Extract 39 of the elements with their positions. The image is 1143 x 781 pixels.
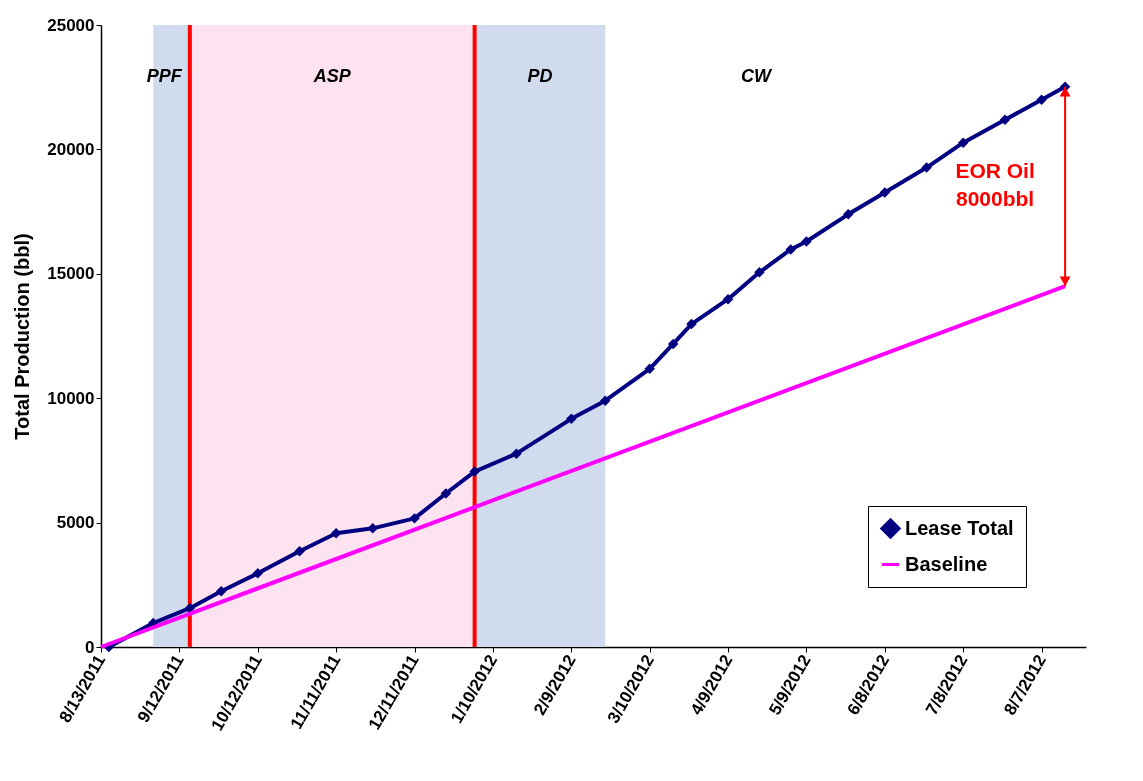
band-label: ASP xyxy=(312,66,352,86)
annotation: EOR Oil 8000bbl xyxy=(955,159,1035,211)
point xyxy=(330,528,342,539)
point xyxy=(252,568,264,579)
legend-label: Lease Total xyxy=(905,516,1014,539)
point xyxy=(367,523,378,534)
y-tick-label: 15000 xyxy=(47,264,95,284)
y-tick-label: 5000 xyxy=(56,513,95,533)
point xyxy=(644,363,655,375)
annotation: CW xyxy=(741,66,774,86)
point xyxy=(667,338,679,350)
point xyxy=(879,187,891,198)
y-axis-title: Total Production (bbl) xyxy=(11,233,34,440)
point xyxy=(294,545,305,557)
band-label: PD xyxy=(527,66,553,86)
point xyxy=(843,209,854,220)
point xyxy=(184,602,196,614)
point xyxy=(469,466,480,477)
y-tick-label: 20000 xyxy=(47,139,95,159)
y-tick-label: 25000 xyxy=(47,15,95,35)
point xyxy=(921,162,932,173)
point xyxy=(801,236,812,247)
point xyxy=(215,586,227,597)
legend-label: Baseline xyxy=(905,552,988,575)
point xyxy=(957,137,969,148)
point xyxy=(409,513,420,524)
point xyxy=(1036,94,1047,105)
y-tick-label: 10000 xyxy=(47,388,95,408)
point xyxy=(440,488,452,499)
point xyxy=(600,395,611,406)
point xyxy=(686,318,697,330)
point xyxy=(754,267,765,278)
point xyxy=(566,413,577,425)
point xyxy=(785,244,797,255)
point xyxy=(511,448,522,459)
band-label: PPF xyxy=(146,66,183,86)
y-tick-label: 0 xyxy=(85,637,95,657)
point xyxy=(722,293,734,305)
point xyxy=(999,114,1011,126)
